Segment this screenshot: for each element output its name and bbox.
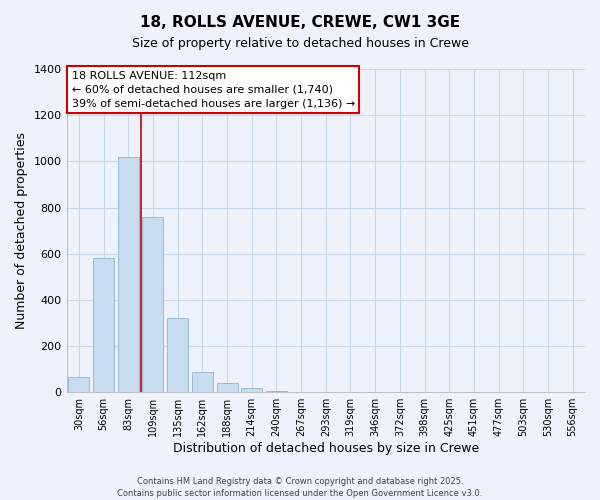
Bar: [192, 372, 213, 392]
Bar: [241, 388, 262, 392]
Text: 18 ROLLS AVENUE: 112sqm
← 60% of detached houses are smaller (1,740)
39% of semi: 18 ROLLS AVENUE: 112sqm ← 60% of detache…: [72, 70, 355, 108]
Bar: [266, 391, 287, 392]
Text: 18, ROLLS AVENUE, CREWE, CW1 3GE: 18, ROLLS AVENUE, CREWE, CW1 3GE: [140, 15, 460, 30]
Bar: [93, 258, 114, 392]
Y-axis label: Number of detached properties: Number of detached properties: [15, 132, 28, 329]
Bar: [118, 156, 139, 392]
Bar: [68, 377, 89, 392]
Bar: [217, 383, 238, 392]
Bar: [167, 318, 188, 392]
Bar: [142, 217, 163, 392]
X-axis label: Distribution of detached houses by size in Crewe: Distribution of detached houses by size …: [173, 442, 479, 455]
Text: Size of property relative to detached houses in Crewe: Size of property relative to detached ho…: [131, 38, 469, 51]
Text: Contains HM Land Registry data © Crown copyright and database right 2025.
Contai: Contains HM Land Registry data © Crown c…: [118, 476, 482, 498]
